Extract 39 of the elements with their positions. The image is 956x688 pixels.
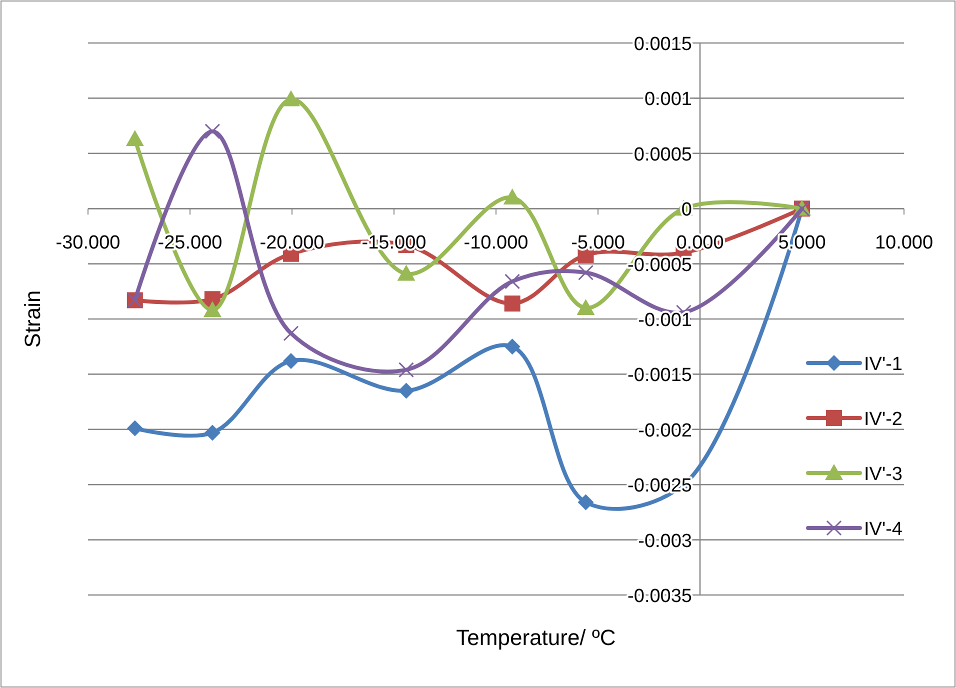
y-axis-title: Strain [20, 290, 45, 348]
point [504, 296, 520, 312]
point [397, 264, 416, 281]
y-tick-label: 0.0015 [634, 34, 692, 55]
point [126, 130, 144, 146]
y-tick-label: 0 [681, 200, 692, 221]
point [126, 420, 143, 436]
legend-label: IV'-2 [864, 409, 902, 430]
point [578, 494, 594, 510]
point [504, 274, 520, 290]
legend-label: IV'-4 [864, 519, 903, 540]
x-tick-label: -30.000 [56, 232, 120, 254]
y-tick-label: 0.001 [644, 89, 692, 110]
x-tick-label: -20.000 [260, 232, 324, 254]
point [283, 326, 299, 342]
y-tick-label: -0.003 [638, 530, 692, 552]
x-tick-label: -10.000 [464, 232, 528, 254]
x-axis-title: Temperature/ ºC [456, 625, 616, 650]
point [204, 424, 220, 441]
point [398, 362, 414, 378]
point [578, 264, 594, 280]
point [282, 90, 300, 106]
point [282, 352, 299, 369]
point [203, 301, 222, 318]
point [504, 338, 520, 355]
point [576, 298, 595, 315]
legend-label: IV'-1 [864, 354, 902, 375]
y-tick-label: -0.0015 [628, 365, 692, 386]
x-tick-label: 10.000 [874, 232, 934, 254]
y-tick-label: -0.0035 [628, 586, 692, 607]
y-tick-label: 0.0005 [634, 144, 692, 166]
point [503, 188, 522, 205]
x-tick-label: -5.000 [571, 232, 625, 254]
x-tick-label: -15.000 [362, 232, 426, 254]
point [204, 124, 220, 140]
y-tick-label: -0.001 [638, 310, 692, 331]
legend-label: IV'-3 [864, 464, 902, 485]
point [398, 382, 414, 399]
y-tick-label: -0.002 [638, 420, 692, 442]
